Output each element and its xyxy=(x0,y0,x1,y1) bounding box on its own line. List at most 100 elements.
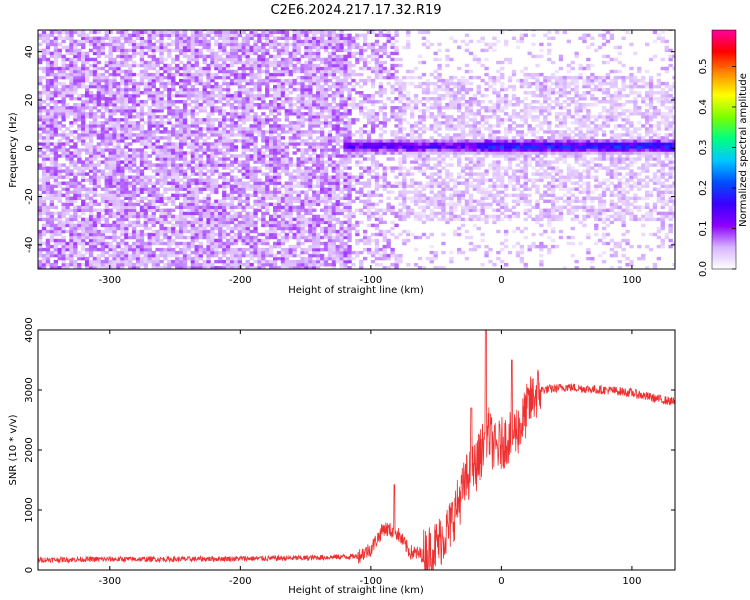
heatmap-cell-2470 xyxy=(190,63,196,68)
heatmap-cell-3896 xyxy=(280,57,286,62)
heatmap-cell-426 xyxy=(61,36,66,41)
heatmap-cell-1518 xyxy=(132,193,137,198)
heatmap-cell-4654 xyxy=(331,256,337,261)
heatmap-cell-1751 xyxy=(147,214,152,219)
heatmap-cell-816 xyxy=(88,202,94,207)
heatmap-cell-8 xyxy=(38,238,43,243)
heatmap-cell-3345 xyxy=(245,63,250,68)
heatmap-cell-49 xyxy=(38,57,43,62)
heatmap-cell-4385 xyxy=(312,63,317,68)
heatmap-cell-4309 xyxy=(308,100,313,104)
heatmap-cell-1328 xyxy=(120,178,125,182)
heatmap-cell-1475 xyxy=(128,115,133,119)
heatmap-cell-3647 xyxy=(265,66,270,71)
heatmap-cell-528 xyxy=(69,91,74,95)
heatmap-cell-3239 xyxy=(241,205,246,210)
heatmap-cell-1158 xyxy=(108,57,113,62)
heatmap-cell-1071 xyxy=(104,148,109,152)
heatmap-cell-2324 xyxy=(182,133,188,137)
heatmap-cell-498 xyxy=(69,223,74,228)
heatmap-cell-1522 xyxy=(132,181,137,185)
heatmap-cell-3954 xyxy=(284,69,290,74)
heatmap-cell-395 xyxy=(61,151,66,155)
heatmap-cell-105 xyxy=(41,69,47,74)
heatmap-cell-40 xyxy=(38,100,43,104)
heatmap-cell-4004 xyxy=(288,124,293,128)
heatmap-cell-3335 xyxy=(245,103,250,107)
heatmap-cell-2257 xyxy=(179,145,184,149)
heatmap-cell-3797 xyxy=(276,220,282,225)
heatmap-cell-2991 xyxy=(226,232,231,237)
heatmap-cell-1487 xyxy=(128,69,133,74)
heatmap-cell-1580 xyxy=(135,199,141,204)
heatmap-cell-303 xyxy=(53,54,59,59)
heatmap-cell-1586 xyxy=(135,175,141,179)
heatmap-cell-3649 xyxy=(265,60,270,65)
heatmap-cell-3689 xyxy=(269,145,274,149)
heatmap-cell-3615 xyxy=(265,193,270,198)
heatmap-cell-4631 xyxy=(327,103,333,107)
heatmap-cell-2057 xyxy=(167,220,172,225)
heatmap-cell-3520 xyxy=(257,91,262,95)
heatmap-cell-1379 xyxy=(124,229,129,234)
heatmap-cell-3942 xyxy=(284,124,290,128)
heatmap-cell-3783 xyxy=(273,42,278,47)
heatmap-cell-3161 xyxy=(233,36,239,41)
heatmap-cell-2824 xyxy=(214,160,219,164)
heatmap-cell-1297 xyxy=(116,42,121,47)
heatmap-cell-4017 xyxy=(288,69,293,74)
heatmap-cell-4308 xyxy=(308,103,313,107)
heatmap-cell-3032 xyxy=(226,63,231,68)
heatmap-cell-3190 xyxy=(237,178,243,182)
heatmap-cell-3601 xyxy=(265,250,270,255)
heatmap-cell-2584 xyxy=(198,145,203,149)
heatmap-cell-2665 xyxy=(202,36,207,41)
heatmap-cell-4787 xyxy=(339,256,344,261)
heatmap-cell-4489 xyxy=(320,148,325,152)
heatmap-cell-3541 xyxy=(261,259,266,264)
heatmap-cell-772 xyxy=(85,127,90,131)
heatmap-cell-2663 xyxy=(202,42,207,47)
heatmap-cell-244 xyxy=(49,30,55,32)
heatmap-cell-116 xyxy=(45,263,51,267)
heatmap-cell-3475 xyxy=(253,48,258,53)
heatmap-cell-3192 xyxy=(237,163,243,167)
heatmap-cell-1085 xyxy=(104,97,109,101)
heatmap-cell-1092 xyxy=(104,69,109,74)
heatmap-cell-3859 xyxy=(280,217,286,222)
heatmap-cell-3619 xyxy=(265,181,270,185)
heatmap-cell-4549 xyxy=(323,169,329,173)
heatmap-cell-4865 xyxy=(343,202,348,207)
heatmap-cell-114 xyxy=(41,30,47,35)
heatmap-cell-2211 xyxy=(175,81,180,86)
heatmap-cell-2107 xyxy=(171,259,176,264)
heatmap-cell-3796 xyxy=(276,223,282,228)
heatmap-cell-3476 xyxy=(253,45,258,50)
heatmap-cell-4029 xyxy=(292,250,297,255)
heatmap-cell-3630 xyxy=(265,139,270,143)
heatmap-cell-206 xyxy=(49,172,55,176)
heatmap-cell-3585 xyxy=(261,69,266,74)
heatmap-cell-3360 xyxy=(249,253,254,258)
heatmap-cell-3961 xyxy=(284,45,290,50)
heatmap-cell-1236 xyxy=(116,266,121,269)
heatmap-cell-1902 xyxy=(155,121,160,125)
heatmap-cell-2400 xyxy=(186,78,192,83)
heatmap-cell-2497 xyxy=(194,211,199,216)
heatmap-cell-189 xyxy=(49,232,55,237)
heatmap-cell-3966 xyxy=(284,30,290,35)
heatmap-cell-1630 xyxy=(139,208,145,213)
heatmap-cell-808 xyxy=(88,226,94,231)
heatmap-cell-2798 xyxy=(214,259,219,264)
heatmap-cell-4941 xyxy=(347,181,352,185)
heatmap-cell-3958 xyxy=(284,57,290,62)
heatmap-cell-1102 xyxy=(108,263,113,267)
heatmap-cell-2832 xyxy=(214,130,219,134)
heatmap-cell-1840 xyxy=(151,112,156,116)
heatmap-cell-2995 xyxy=(226,217,231,222)
heatmap-cell-1796 xyxy=(147,39,152,44)
heatmap-cell-2950 xyxy=(222,136,227,140)
heatmap-cell-1945 xyxy=(159,184,164,188)
heatmap-cell-2513 xyxy=(194,154,199,158)
heatmap-cell-3173 xyxy=(237,235,243,240)
